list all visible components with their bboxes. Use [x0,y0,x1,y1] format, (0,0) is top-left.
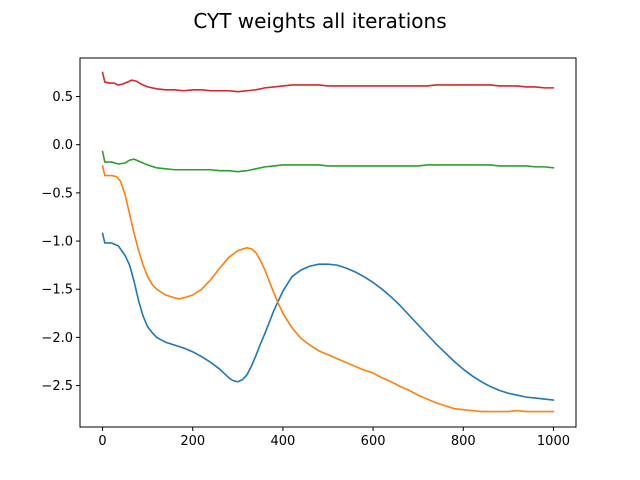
x-tick-label: 0 [98,434,106,449]
series-line-4 [101,71,555,93]
y-tick-label: 0.5 [52,90,73,105]
series-layer [101,71,555,413]
x-tick-label: 600 [361,434,386,449]
x-axis: 0 200 400 600 800 1000 [98,427,570,449]
y-tick-label: 0.0 [52,138,73,153]
x-tick-label: 800 [451,434,476,449]
y-tick-label: −1.0 [41,235,73,250]
series-line-3 [101,150,555,173]
axes-frame [79,57,577,428]
x-tick-label: 400 [270,434,295,449]
y-tick-label: −2.5 [41,379,73,394]
series-line-1 [101,232,555,401]
series-line-2 [101,165,555,413]
x-tick-label: 1000 [537,434,570,449]
y-tick-label: −1.5 [41,283,73,298]
y-axis: 0.5 0.0 −0.5 −1.0 −1.5 −2.0 −2.5 [41,90,80,394]
y-tick-label: −0.5 [41,186,73,201]
chart-title: CYT weights all iterations [193,9,446,33]
x-tick-label: 200 [180,434,205,449]
y-tick-label: −2.0 [41,331,73,346]
